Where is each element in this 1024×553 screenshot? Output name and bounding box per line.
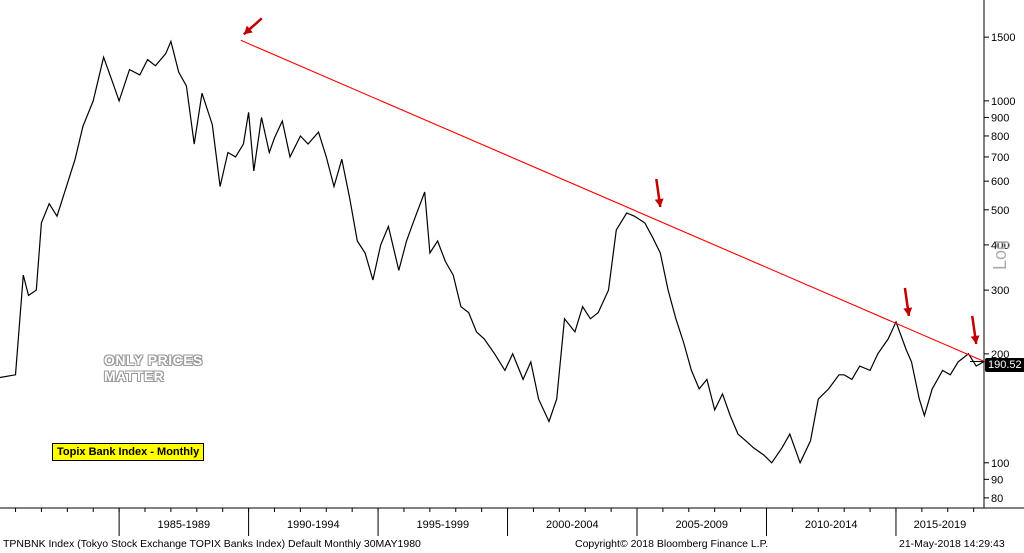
x-tick-label-6: 2015-2019 <box>914 519 967 531</box>
x-tick-label-1: 1990-1994 <box>287 519 340 531</box>
y-tick-label-8: 700 <box>991 152 1009 164</box>
x-tick-label-4: 2005-2009 <box>675 519 728 531</box>
x-tick-label-3: 2000-2004 <box>546 519 599 531</box>
y-tick-label-10: 900 <box>991 112 1009 124</box>
last-value-badge: 190.52 <box>985 358 1024 372</box>
footer-copyright: Copyright© 2018 Bloomberg Finance L.P. <box>575 538 769 550</box>
y-tick-label-12: 1500 <box>991 32 1015 44</box>
x-tick-label-0: 1985-1989 <box>158 519 211 531</box>
footer: TPNBNK Index (Tokyo Stock Exchange TOPIX… <box>0 536 1024 553</box>
y-axis-ticks: 80 90 100 200 300 400 500 600 700 800 900 1000 1500 <box>984 32 1015 505</box>
arrow-1-head <box>654 198 664 208</box>
index-line <box>0 39 985 465</box>
footer-security: TPNBNK Index (Tokyo Stock Exchange TOPIX… <box>3 538 421 550</box>
legend-label: Topix Bank Index - Monthly <box>52 443 205 461</box>
plot-background <box>0 0 984 508</box>
y-tick-label-5: 400 <box>991 240 1009 252</box>
y-tick-label-7: 600 <box>991 176 1009 188</box>
y-tick-label-3: 200 <box>991 349 1009 361</box>
trend-line <box>240 39 990 365</box>
x-tick-label-5: 2010-2014 <box>805 519 858 531</box>
chart-area: 809010020030040050060070080090010001500 … <box>0 0 1024 536</box>
footer-timestamp: 21-May-2018 14:29:43 <box>899 538 1005 550</box>
annotations-layer <box>242 17 980 345</box>
y-tick-label-2: 100 <box>991 458 1009 470</box>
y-tick-label-11: 1000 <box>991 96 1015 108</box>
y-tick-label-6: 500 <box>991 205 1009 217</box>
y-tick-label-1: 90 <box>991 474 1003 486</box>
y-tick-label-4: 300 <box>991 285 1009 297</box>
y-tick-label-0: 80 <box>991 493 1003 505</box>
arrow-3-head <box>970 335 980 344</box>
y-axis-log-label: Log <box>990 240 1010 271</box>
series-layer <box>0 39 990 465</box>
arrow-2-head <box>903 307 913 316</box>
watermark: ONLY PRICES MATTER <box>104 352 203 384</box>
x-tick-label-2: 1995-1999 <box>416 519 469 531</box>
y-tick-label-9: 800 <box>991 131 1009 143</box>
arrow-0-head <box>243 25 253 35</box>
x-axis: 1985-1989 1990-1994 1995-1999 2000-2004 2005… <box>15 508 975 536</box>
